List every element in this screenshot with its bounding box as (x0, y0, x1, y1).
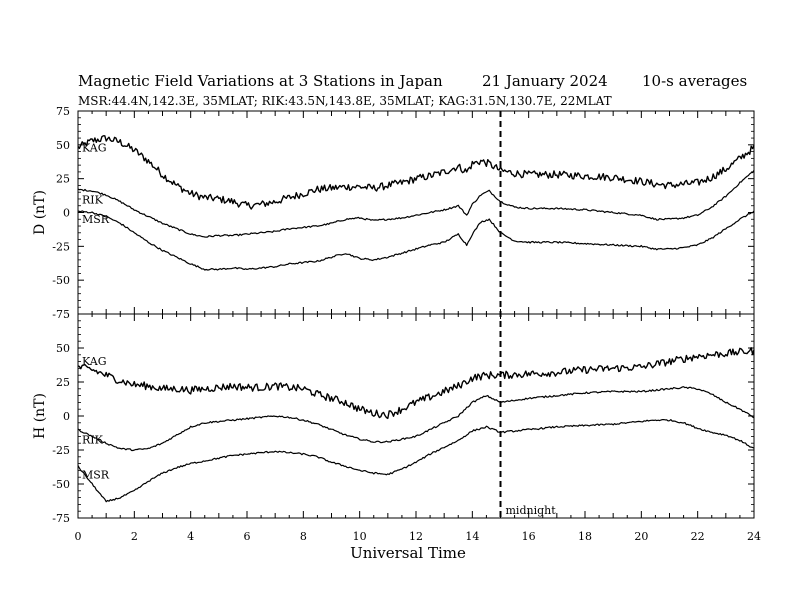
d-y-tick-label: 0 (63, 207, 70, 220)
d-panel-frame (77, 110, 755, 315)
x-tick-label: 16 (522, 530, 536, 543)
d-y-tick-label: -75 (52, 308, 70, 321)
d-series-msr (77, 210, 755, 271)
h-y-tick-label: -75 (52, 512, 70, 525)
x-axis-label: Universal Time (350, 544, 466, 562)
d-y-tick-label: -50 (52, 274, 70, 287)
d-series-rik (77, 169, 755, 238)
x-tick-label: 8 (300, 530, 307, 543)
midnight-label: midnight (506, 504, 557, 517)
h-series-kag (77, 347, 755, 420)
h-y-tick-label: 0 (63, 410, 70, 423)
x-tick-label: 10 (353, 530, 367, 543)
h-series-label-msr: MSR (82, 468, 110, 481)
d-y-tick-label: 75 (56, 105, 70, 118)
x-tick-label: 14 (465, 530, 479, 543)
h-y-tick-label: 25 (56, 376, 70, 389)
h-panel-frame (77, 313, 755, 519)
x-tick-label: 24 (747, 530, 761, 543)
d-y-tick-label: 25 (56, 173, 70, 186)
h-series-label-kag: KAG (82, 355, 107, 368)
h-series-msr (77, 419, 755, 503)
d-series-label-msr: MSR (82, 213, 110, 226)
x-tick-label: 2 (131, 530, 138, 543)
h-series-rik (77, 386, 755, 452)
x-tick-label: 6 (244, 530, 251, 543)
d-y-tick-label: 50 (56, 139, 70, 152)
x-tick-label: 22 (691, 530, 705, 543)
chart-title: Magnetic Field Variations at 3 Stations … (78, 72, 443, 90)
d-y-axis-label: D (nT) (32, 190, 48, 235)
averaging-note: 10-s averages (642, 72, 748, 90)
x-tick-label: 12 (409, 530, 423, 543)
x-tick-label: 20 (634, 530, 648, 543)
x-tick-label: 18 (578, 530, 592, 543)
h-y-tick-label: 50 (56, 342, 70, 355)
x-tick-label: 4 (187, 530, 194, 543)
d-y-tick-label: -25 (52, 240, 70, 253)
h-series-label-rik: RIK (82, 434, 104, 447)
h-y-axis-label: H (nT) (32, 393, 48, 439)
chart-date: 21 January 2024 (482, 72, 608, 90)
d-series-kag (77, 135, 755, 210)
d-series-label-rik: RIK (82, 193, 104, 206)
d-series-label-kag: KAG (82, 142, 107, 155)
h-y-tick-label: -25 (52, 444, 70, 457)
h-y-tick-label: -50 (52, 478, 70, 491)
x-tick-label: 0 (75, 530, 82, 543)
station-coordinates: MSR:44.4N,142.3E, 35MLAT; RIK:43.5N,143.… (78, 94, 612, 108)
